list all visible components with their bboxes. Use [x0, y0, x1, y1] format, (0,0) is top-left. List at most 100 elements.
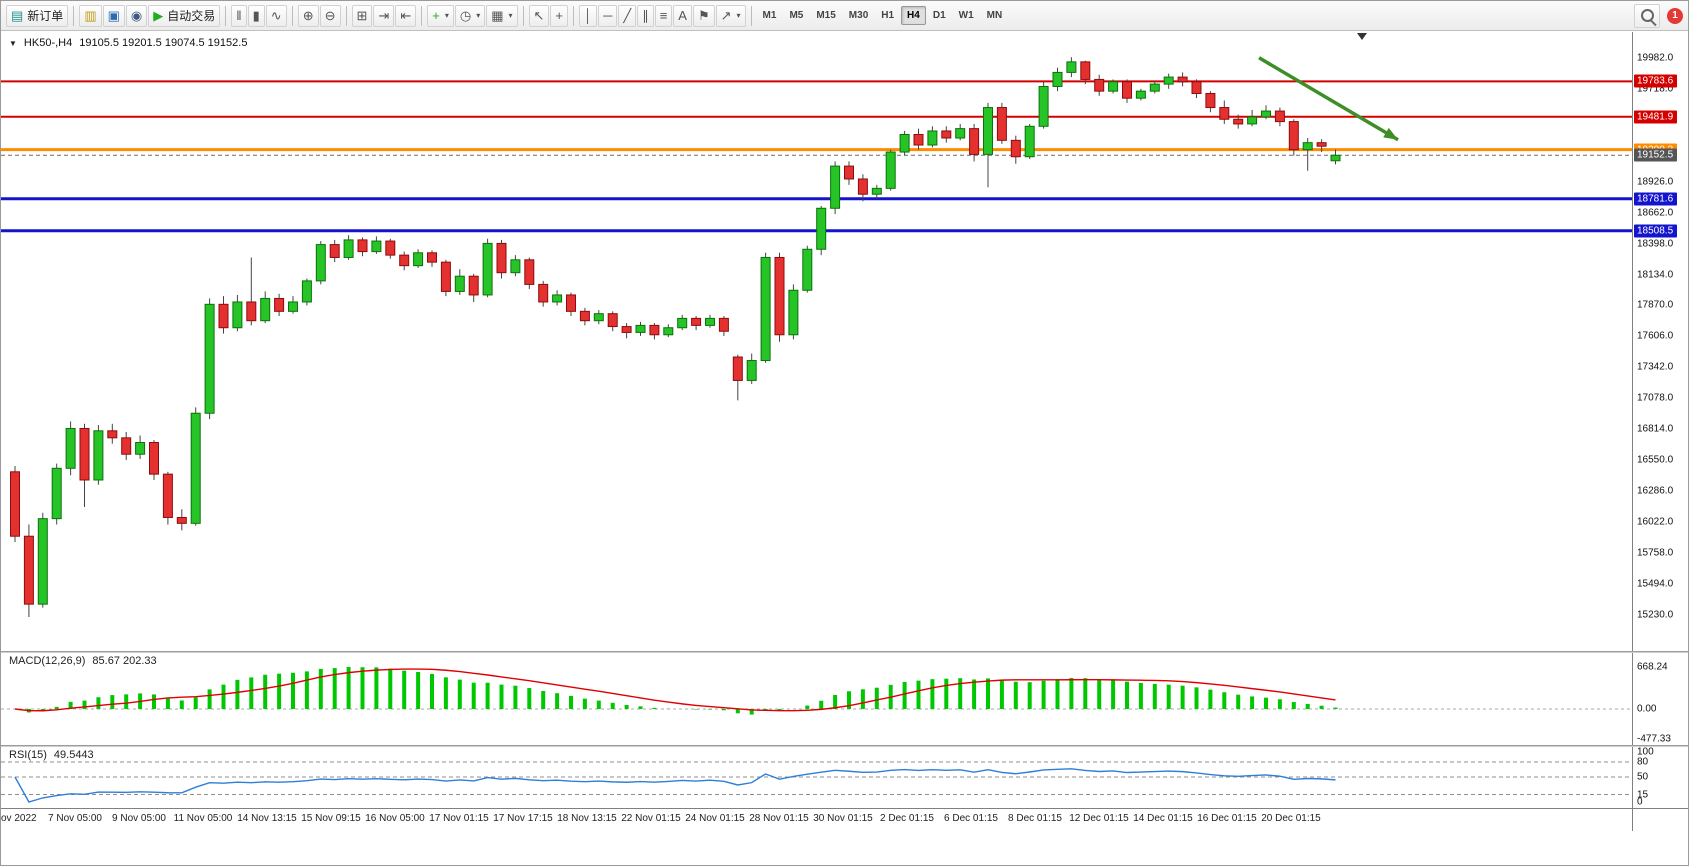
cursor-button[interactable]: ↖	[528, 4, 550, 27]
profiles-button[interactable]: ▥	[79, 4, 102, 27]
candle	[913, 128, 924, 150]
price-axis[interactable]: 19982.019718.019454.019190.018926.018662…	[1634, 32, 1688, 651]
timeframe-button-h4[interactable]: H4	[901, 6, 926, 25]
templates-button[interactable]: ▦ ▾	[486, 4, 518, 27]
chevron-down-icon: ▾	[736, 11, 741, 20]
candle-body	[732, 356, 743, 381]
price-axis-label: 16814.0	[1637, 423, 1674, 435]
candle-body	[844, 165, 854, 180]
bar-chart-button[interactable]: ‖	[231, 4, 247, 27]
panel-divider[interactable]	[1, 651, 1688, 653]
text-button[interactable]: A	[673, 4, 692, 27]
timeframe-button-w1[interactable]: W1	[958, 10, 974, 21]
candle	[1024, 123, 1035, 160]
candle-body	[190, 412, 201, 524]
candle	[607, 311, 618, 332]
arrows-button[interactable]: ↗ ▾	[715, 4, 746, 27]
candle	[1247, 109, 1258, 127]
line-chart-button[interactable]: ∿	[265, 4, 287, 27]
candle	[927, 126, 938, 148]
autotrade-button[interactable]: ▶ 自动交易	[148, 4, 221, 27]
periods-button[interactable]: ◷ ▾	[454, 4, 486, 27]
new-order-button[interactable]: ▤ 新订单	[6, 4, 69, 27]
zoom-in-icon: ⊕	[302, 8, 314, 23]
crosshair-button[interactable]: +	[550, 4, 569, 27]
time-axis-label: 17 Nov 01:15	[429, 813, 489, 824]
timeframe-button-m1[interactable]: M1	[762, 10, 777, 21]
timeframe-button-m5[interactable]: M5	[789, 10, 804, 21]
timeframe-toolbar: M1 M5 M15 M30 H1 H4 D1 W1 MN	[757, 6, 1009, 25]
candle-body	[399, 254, 410, 267]
rsi-axis[interactable]: 100 80 50 15 0	[1634, 747, 1688, 808]
candle	[969, 123, 980, 162]
candle	[385, 238, 396, 259]
rsi-title: RSI(15)	[9, 749, 47, 761]
timeframe-button-h1[interactable]: H1	[881, 10, 895, 21]
vertical-line-button[interactable]: │	[579, 4, 598, 27]
candle	[802, 245, 813, 293]
candle	[1038, 81, 1049, 129]
candle-body	[760, 256, 771, 362]
candle-body	[746, 360, 757, 381]
macd-canvas[interactable]	[1, 653, 1632, 745]
candle-body	[705, 317, 715, 326]
trend-arrow-annotation[interactable]	[1258, 56, 1399, 142]
candle-body	[10, 471, 20, 537]
channel-button[interactable]: ∥	[637, 4, 654, 27]
time-axis-label: 16 Nov 05:00	[365, 813, 425, 824]
horizontal-line-button[interactable]: ─	[598, 4, 618, 27]
timeframe-button-m30[interactable]: M30	[848, 10, 869, 21]
macd-pane[interactable]: MACD(12,26,9) 85.67 202.33	[1, 653, 1632, 745]
candle-body	[941, 130, 952, 139]
rsi-canvas[interactable]	[1, 747, 1632, 807]
search-button[interactable]	[1634, 3, 1660, 28]
candle	[1135, 88, 1146, 101]
candle	[1191, 79, 1202, 99]
chart-shift-button[interactable]: ⇤	[395, 4, 417, 27]
candle	[885, 149, 896, 191]
candlestick-chart-button[interactable]: ▮	[247, 4, 265, 27]
panel-divider[interactable]	[1, 745, 1688, 747]
timeframe-button-d1[interactable]: D1	[932, 10, 946, 21]
candle	[232, 294, 243, 332]
market-watch-button[interactable]: ◉	[125, 4, 148, 27]
candle-body	[524, 259, 535, 285]
zoom-out-button[interactable]: ⊖	[319, 4, 341, 27]
candle	[663, 324, 674, 338]
timeframe-button-m15[interactable]: M15	[816, 10, 836, 21]
level-price-label: 18781.6	[1634, 192, 1678, 206]
time-axis[interactable]: 3 Nov 2022 7 Nov 05:00 9 Nov 05:00 11 Nov 0…	[1, 808, 1688, 832]
notification-badge[interactable]: 1	[1667, 7, 1683, 24]
indicators-button[interactable]: + ▾	[427, 4, 454, 27]
indicators-icon: +	[432, 8, 440, 23]
candle-body	[482, 242, 493, 296]
periods-clock-icon: ◷	[459, 8, 472, 23]
candle-body	[1010, 139, 1021, 158]
fibonacci-button[interactable]: ≡	[654, 4, 673, 27]
timeframe-button-mn[interactable]: MN	[986, 10, 1003, 21]
toolbar-separator	[522, 5, 524, 26]
candle	[427, 250, 437, 267]
price-chart-canvas[interactable]	[1, 32, 1632, 651]
candle-body	[1261, 110, 1271, 118]
one-click-trading-toggle[interactable]: ▼	[9, 38, 17, 48]
rsi-pane[interactable]: RSI(15) 49.5443	[1, 747, 1632, 807]
charts-button[interactable]: ▣	[102, 4, 125, 27]
toolbar-separator	[225, 5, 227, 26]
candle-body	[1038, 85, 1049, 127]
trendline-button[interactable]: ╱	[618, 4, 637, 27]
zoom-in-button[interactable]: ⊕	[297, 4, 319, 27]
price-axis-label: 16550.0	[1637, 454, 1674, 466]
candle	[579, 307, 590, 326]
chart-shift-marker[interactable]	[1357, 33, 1367, 40]
candle-body	[1080, 61, 1091, 80]
tile-windows-button[interactable]: ⊞	[351, 4, 373, 27]
macd-axis[interactable]: 668.24 0.00 -477.33	[1634, 653, 1688, 745]
current-price-label: 19152.5	[1634, 148, 1678, 162]
candle-body	[1108, 81, 1119, 92]
auto-scroll-button[interactable]: ⇥	[373, 4, 395, 27]
candle-body	[871, 187, 882, 195]
text-label-button[interactable]: ⚑	[692, 4, 715, 27]
price-axis-label: 18398.0	[1637, 238, 1674, 250]
price-chart-pane[interactable]: ▼ HK50-,H4 19105.5 19201.5 19074.5 19152…	[1, 32, 1632, 651]
